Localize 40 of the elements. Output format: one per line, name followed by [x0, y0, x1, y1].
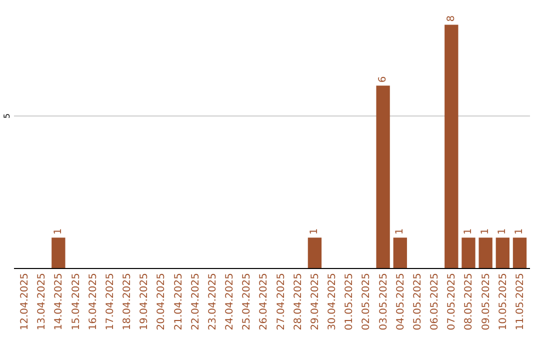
x-tick-label: 09.05.2025 — [480, 273, 492, 330]
x-tick-label: 24.04.2025 — [224, 273, 236, 330]
data-label: 8 — [446, 15, 457, 22]
x-tick-label: 01.05.2025 — [344, 273, 356, 330]
data-label: 1 — [394, 228, 406, 235]
x-tick-label: 08.05.2025 — [464, 273, 475, 330]
x-tick-label: 21.04.2025 — [173, 273, 184, 330]
x-tick-label: 25.04.2025 — [242, 273, 253, 330]
x-tick-label: 07.05.2025 — [446, 273, 458, 330]
x-tick-label: 23.04.2025 — [207, 273, 218, 330]
x-tick-label: 13.04.2025 — [36, 273, 48, 330]
x-tick-label: 12.04.2025 — [20, 273, 30, 330]
x-tick-label: 04.05.2025 — [395, 273, 406, 330]
x-tick-label: 19.04.2025 — [139, 273, 150, 330]
x-tick-label: 06.05.2025 — [430, 273, 441, 330]
x-tick-label: 11.05.2025 — [515, 273, 526, 330]
data-label: 1 — [514, 228, 526, 235]
x-tick-label: 17.04.2025 — [104, 273, 116, 330]
x-tick-label: 15.04.2025 — [70, 273, 82, 330]
x-tick-label: 30.04.2025 — [327, 273, 338, 330]
x-tick-label: 16.04.2025 — [88, 273, 99, 330]
x-tick-label: 22.04.2025 — [190, 273, 202, 330]
x-tick-label: 05.05.2025 — [412, 273, 424, 330]
data-label: 1 — [462, 228, 474, 235]
data-label: 1 — [480, 228, 492, 235]
x-tick-label: 27.04.2025 — [276, 273, 287, 330]
x-tick-label: 02.05.2025 — [361, 273, 372, 330]
ref-line-label: 5 — [2, 113, 12, 118]
x-tick-label: 18.04.2025 — [122, 273, 134, 330]
x-tick-label: 26.04.2025 — [258, 273, 270, 330]
x-tick-label: 10.05.2025 — [498, 273, 509, 330]
x-tick-label: 03.05.2025 — [378, 273, 390, 330]
data-label: 1 — [497, 228, 508, 235]
x-tick-label: 28.04.2025 — [292, 273, 304, 330]
data-label: 1 — [52, 228, 64, 235]
x-tick-label: 14.04.2025 — [54, 273, 65, 330]
data-label: 1 — [309, 228, 320, 235]
data-label: 6 — [378, 76, 389, 83]
x-tick-label: 20.04.2025 — [156, 273, 168, 330]
x-tick-label: 29.04.2025 — [310, 273, 321, 330]
